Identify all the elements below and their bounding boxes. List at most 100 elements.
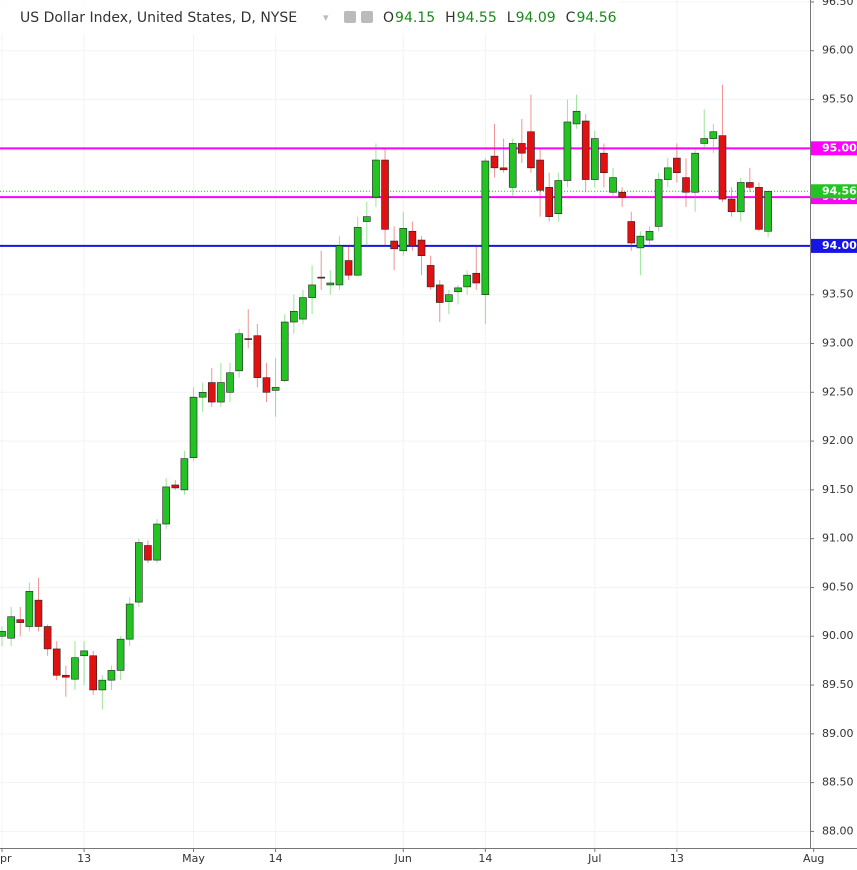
dropdown-arrow[interactable]: ▾ <box>323 11 329 24</box>
candle-body <box>727 198 736 213</box>
candle-body <box>508 143 517 188</box>
candle-body <box>326 282 335 286</box>
y-tick-label: 89.50 <box>822 678 854 691</box>
candle-body <box>335 245 344 286</box>
candle-body <box>299 297 307 320</box>
candle-body <box>682 177 690 193</box>
x-tick-label: 14 <box>269 852 283 865</box>
y-tick-label: 91.50 <box>822 483 854 496</box>
candle-body <box>417 239 426 256</box>
level-label-bg <box>811 184 857 199</box>
ohlc-value: 94.55 <box>457 10 497 26</box>
candle-body <box>654 179 663 227</box>
y-tick-label: 96.50 <box>822 0 854 8</box>
ohlc-key: O <box>383 10 394 26</box>
y-tick-label: 90.50 <box>822 580 854 593</box>
candle-body <box>454 287 462 293</box>
y-tick-label: 91.00 <box>822 532 854 545</box>
candle-body <box>518 143 526 154</box>
candle-body <box>162 486 170 525</box>
candle-body <box>536 159 544 191</box>
candle-body <box>481 160 490 296</box>
candle-body <box>71 657 79 680</box>
candle-body <box>736 182 745 213</box>
x-tick-label: Jun <box>394 852 412 865</box>
candle-body <box>381 159 389 230</box>
candle-body <box>144 545 152 561</box>
ohlc-key: H <box>445 10 456 26</box>
ohlc-key: L <box>507 10 515 26</box>
ohlc-value: 94.09 <box>516 10 556 26</box>
candle-body <box>463 274 471 288</box>
candle-body <box>98 679 107 691</box>
candle-body <box>7 616 15 639</box>
candle-body <box>527 131 535 169</box>
eye-icon[interactable] <box>344 11 356 23</box>
y-tick-label: 93.00 <box>822 336 854 349</box>
ohlc-key: C <box>566 10 576 26</box>
ohlc-value: 94.15 <box>395 10 435 26</box>
candle-body <box>399 228 408 252</box>
level-label: 94.00 <box>822 239 857 252</box>
candle-body <box>207 382 216 403</box>
y-tick-label: 92.00 <box>822 434 854 447</box>
level-label-bg <box>811 141 857 156</box>
candle-body <box>43 626 52 650</box>
candle-body <box>581 120 590 180</box>
candle-body <box>171 484 180 489</box>
header-ohlc: O 94.15 H 94.55 L 94.09 C 94.56 <box>383 10 617 26</box>
candle-body <box>390 240 398 250</box>
candle-body <box>426 265 435 288</box>
candle-body <box>189 396 198 458</box>
candle-body <box>280 321 289 381</box>
candle-body <box>198 391 207 398</box>
candle-body <box>153 523 161 561</box>
candle-body <box>755 187 763 230</box>
candle-body <box>107 670 116 681</box>
y-tick-label: 88.50 <box>822 776 854 789</box>
candle-body <box>609 177 617 193</box>
candle-body <box>636 235 645 249</box>
candle-body <box>554 180 563 215</box>
candle-body <box>700 138 709 144</box>
x-tick-label: 13 <box>670 852 684 865</box>
candle-body <box>16 619 25 623</box>
candle-body <box>253 335 262 378</box>
candle-body <box>408 230 417 247</box>
candle-body <box>572 110 581 125</box>
grid <box>0 0 815 848</box>
x-tick-label: 14 <box>478 852 492 865</box>
chart-title: US Dollar Index, United States, D, NYSE <box>20 10 297 26</box>
candle-body <box>600 152 608 174</box>
plot <box>0 84 810 710</box>
candle-body <box>25 591 34 627</box>
candle-body <box>663 167 672 180</box>
settings-icon[interactable] <box>361 11 373 23</box>
candle-body <box>235 333 243 372</box>
x-tick-label: Aug <box>803 852 824 865</box>
header-bg <box>0 0 620 34</box>
y-tick-label: 93.50 <box>822 288 854 301</box>
candle-body <box>618 191 626 198</box>
candle-body <box>89 655 97 691</box>
candle-body <box>499 167 508 171</box>
y-tick-label: 96.00 <box>822 44 854 57</box>
candle-body <box>490 155 499 169</box>
candle-body <box>80 650 88 657</box>
candle-body <box>472 272 481 284</box>
x-tick-label: Jul <box>587 852 601 865</box>
candle-body <box>563 121 572 181</box>
y-tick-label: 88.00 <box>822 824 854 837</box>
candle-body <box>290 310 298 323</box>
candle-body <box>116 638 125 671</box>
candle-body <box>764 190 772 232</box>
candle-body <box>590 138 599 180</box>
candle-body <box>372 159 380 198</box>
candle-body <box>673 157 681 174</box>
level-label: 94.56 <box>822 184 857 197</box>
candle-body <box>362 216 371 222</box>
candle-body <box>718 135 727 200</box>
y-tick-label: 92.50 <box>822 385 854 398</box>
candle-body <box>709 131 718 139</box>
